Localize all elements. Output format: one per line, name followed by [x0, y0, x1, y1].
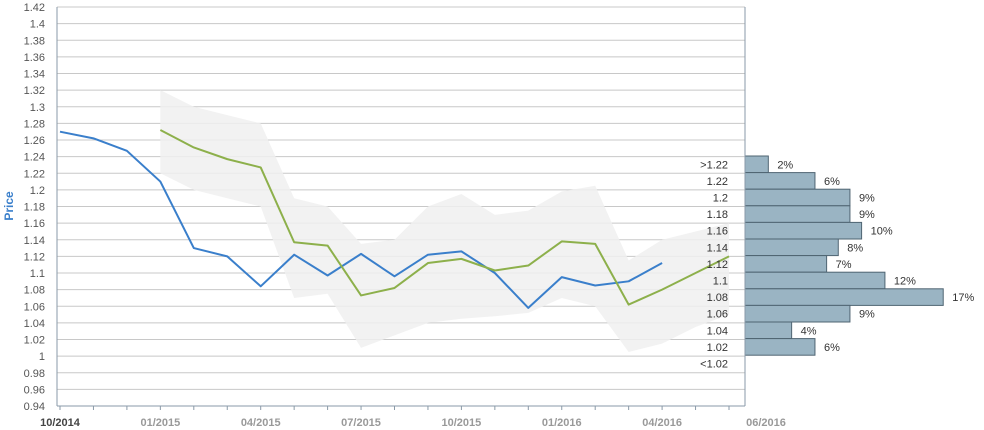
distribution-histogram: >1.22 2% 1.22 6% 1.2 9% 1.18 9% 1.16 10% 1.14 8% 1.1…: [700, 155, 974, 371]
y-tick-label: 1.12: [24, 251, 45, 263]
y-axis-tick-labels: 0.94 0.96 0.98 1 1.02 1.04 1.06 1.08 1.1 1.12 1.14…: [24, 2, 45, 413]
x-axis-tick-labels: 10/2014 01/2015 04/2015 07/2015 10/2015 01/20…: [40, 417, 786, 429]
y-tick-label: 1.18: [24, 202, 45, 214]
y-tick-label: 1.34: [24, 69, 45, 81]
histogram-value-label: 2%: [777, 159, 793, 171]
y-tick-label: 1.38: [24, 35, 45, 47]
histogram-bin-label: >1.22: [700, 159, 728, 171]
histogram-bin-label: 1.16: [707, 226, 728, 238]
y-tick-label: 1.08: [24, 285, 45, 297]
histogram-bin-label: 1.08: [707, 292, 728, 304]
histogram-bar: [744, 304, 851, 323]
x-tick-label: 04/2016: [642, 417, 682, 429]
histogram-bin-label: 1.14: [707, 242, 728, 254]
y-tick-label: 1.28: [24, 118, 45, 130]
y-tick-label: 0.96: [24, 384, 45, 396]
forecast-range-area: [160, 90, 730, 352]
y-tick-label: 1.24: [24, 152, 45, 164]
histogram-value-label: 6%: [824, 342, 840, 354]
histogram-value-label: 17%: [952, 292, 974, 304]
histogram-bin-label: 1.04: [707, 325, 728, 337]
histogram-bar: [744, 271, 886, 290]
histogram-bar: [744, 255, 828, 273]
histogram-value-label: 4%: [801, 325, 817, 337]
actual-line: [59, 130, 663, 309]
histogram-value-label: 8%: [847, 242, 863, 254]
x-tick-label: 10/2014: [40, 417, 81, 429]
y-tick-label: 1.02: [24, 335, 45, 347]
histogram-value-label: 9%: [859, 209, 875, 221]
y-tick-label: 0.94: [24, 401, 45, 413]
y-axis-title: Price: [2, 191, 16, 221]
y-tick-label: 1.14: [24, 235, 45, 247]
y-tick-label: 1.26: [24, 135, 45, 147]
histogram-bar: [744, 221, 863, 240]
histogram-value-label: 9%: [859, 309, 875, 321]
histogram-value-label: 10%: [871, 226, 893, 238]
histogram-bar: [744, 155, 769, 174]
y-tick-label: 1.06: [24, 301, 45, 313]
series-lines: [59, 129, 730, 309]
y-tick-label: 0.98: [24, 368, 45, 380]
gridlines: [57, 6, 745, 407]
y-tick-label: 1.36: [24, 52, 45, 64]
y-tick-label: 1.4: [30, 19, 45, 31]
histogram-bar: [744, 338, 816, 356]
histogram-bin-label: <1.02: [700, 359, 728, 371]
histogram-bar: [744, 238, 839, 257]
y-tick-label: 1.1: [30, 268, 45, 280]
y-tick-label: 1.2: [30, 185, 45, 197]
histogram-value-label: 12%: [894, 276, 916, 288]
y-tick-label: 1.16: [24, 218, 45, 230]
y-tick-label: 1.22: [24, 168, 45, 180]
histogram-bin-label: 1.18: [707, 209, 728, 221]
y-tick-label: 1: [39, 351, 45, 363]
histogram-bin-label: 1.02: [707, 342, 728, 354]
forecast-range-band: [160, 90, 730, 352]
x-tick-label: 10/2015: [442, 417, 482, 429]
y-tick-label: 1.04: [24, 318, 45, 330]
histogram-value-label: 7%: [836, 259, 852, 271]
histogram-bin-label: 1.22: [707, 176, 728, 188]
x-tick-label: 06/2016: [746, 417, 786, 429]
histogram-bar: [744, 188, 851, 207]
histogram-bar: [744, 288, 944, 306]
x-tick-label: 07/2015: [341, 417, 381, 429]
histogram-bin-label: 1.1: [713, 276, 728, 288]
histogram-bin-label: 1.2: [713, 193, 728, 205]
y-tick-label: 1.32: [24, 85, 45, 97]
histogram-bar: [744, 172, 816, 190]
histogram-bar: [744, 205, 851, 223]
forecast-line: [159, 129, 730, 306]
histogram-value-label: 9%: [859, 193, 875, 205]
x-tick-label: 01/2015: [140, 417, 180, 429]
x-tick-label: 01/2016: [542, 417, 582, 429]
y-tick-label: 1.42: [24, 2, 45, 14]
histogram-value-label: 6%: [824, 176, 840, 188]
y-tick-label: 1.3: [30, 102, 45, 114]
histogram-bar: [744, 321, 793, 340]
histogram-bin-label: 1.06: [707, 309, 728, 321]
x-tick-label: 04/2015: [241, 417, 281, 429]
axes: [56, 7, 746, 410]
histogram-bin-label: 1.12: [707, 259, 728, 271]
